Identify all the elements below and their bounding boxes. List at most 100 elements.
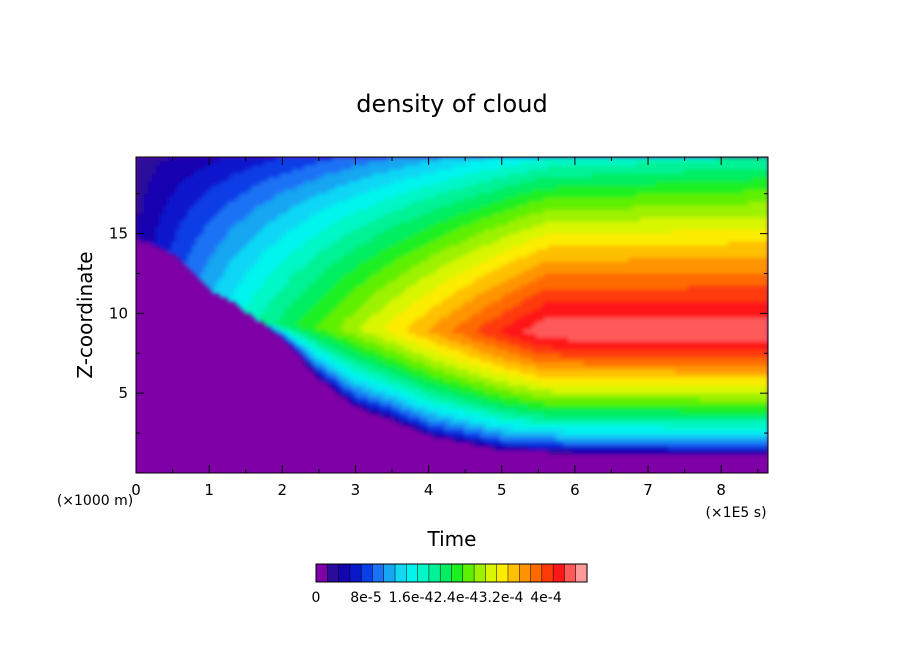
contour-cell: [456, 409, 461, 414]
contour-cell: [516, 313, 521, 318]
contour-cell: [504, 185, 509, 190]
contour-cell: [368, 261, 373, 266]
contour-cell: [364, 285, 369, 290]
contour-cell: [264, 193, 269, 198]
contour-cell: [436, 173, 441, 178]
contour-cell: [236, 245, 241, 250]
contour-cell: [204, 197, 209, 202]
contour-cell: [452, 257, 457, 262]
contour-cell: [180, 217, 185, 222]
contour-cell: [316, 333, 321, 338]
contour-cell: [376, 177, 381, 182]
contour-cell: [488, 317, 493, 322]
contour-cell: [508, 213, 513, 218]
contour-cell: [464, 437, 469, 442]
contour-cell: [204, 205, 209, 210]
contour-cell: [316, 209, 321, 214]
contour-cell: [440, 249, 445, 254]
contour-cell: [276, 217, 281, 222]
contour-cell: [444, 293, 449, 298]
contour-cell: [508, 217, 513, 222]
contour-cell: [220, 177, 225, 182]
contour-cell: [300, 169, 305, 174]
contour-cell: [468, 169, 473, 174]
contour-cell: [324, 237, 329, 242]
contour-cell: [184, 173, 189, 178]
contour-cell: [492, 229, 497, 234]
contour-cell: [348, 329, 353, 334]
contour-cell: [328, 193, 333, 198]
contour-cell: [156, 201, 161, 206]
contour-cell: [448, 385, 453, 390]
contour-cell: [336, 169, 341, 174]
contour-cell: [400, 217, 405, 222]
contour-cell: [236, 237, 241, 242]
contour-cell: [320, 305, 325, 310]
contour-cell: [456, 241, 461, 246]
contour-cell: [164, 205, 169, 210]
contour-cell: [488, 213, 493, 218]
contour-cell: [328, 173, 333, 178]
contour-cell: [324, 377, 329, 382]
contour-cell: [140, 157, 145, 162]
contour-cell: [464, 173, 469, 178]
contour-cell: [332, 373, 337, 378]
contour-cell: [232, 245, 237, 250]
contour-cell: [440, 269, 445, 274]
contour-cell: [188, 241, 193, 246]
contour-cell: [364, 373, 369, 378]
contour-cell: [240, 209, 245, 214]
contour-cell: [456, 401, 461, 406]
contour-cell: [236, 161, 241, 166]
contour-cell: [220, 245, 225, 250]
contour-cell: [352, 289, 357, 294]
contour-cell: [364, 357, 369, 362]
contour-cell: [480, 301, 485, 306]
contour-cell: [268, 261, 273, 266]
contour-cell: [144, 189, 149, 194]
contour-cell: [364, 289, 369, 294]
contour-cell: [436, 373, 441, 378]
contour-cell: [408, 285, 413, 290]
contour-cell: [292, 217, 297, 222]
contour-cell: [276, 201, 281, 206]
contour-cell: [336, 329, 341, 334]
contour-cell: [428, 189, 433, 194]
contour-cell: [168, 169, 173, 174]
contour-cell: [352, 381, 357, 386]
contour-cell: [388, 349, 393, 354]
contour-cell: [432, 217, 437, 222]
contour-cell: [336, 293, 341, 298]
contour-cell: [396, 177, 401, 182]
contour-cell: [428, 157, 433, 162]
contour-cell: [476, 369, 481, 374]
contour-cell: [204, 177, 209, 182]
contour-cell: [472, 269, 477, 274]
contour-cell: [296, 305, 301, 310]
contour-cell: [360, 157, 365, 162]
contour-cell: [516, 361, 521, 366]
contour-cell: [464, 385, 469, 390]
contour-cell: [488, 321, 493, 326]
contour-cell: [408, 293, 413, 298]
contour-cell: [420, 277, 425, 282]
contour-cell: [484, 397, 489, 402]
contour-cell: [376, 353, 381, 358]
contour-cell: [384, 293, 389, 298]
contour-cell: [368, 249, 373, 254]
contour-cell: [432, 417, 437, 422]
contour-cell: [436, 353, 441, 358]
contour-cell: [408, 281, 413, 286]
contour-cell: [272, 253, 277, 258]
contour-cell: [472, 333, 477, 338]
contour-cell: [424, 273, 429, 278]
contour-cell: [512, 381, 517, 386]
contour-cell: [412, 217, 417, 222]
contour-cell: [288, 297, 293, 302]
contour-cell: [480, 233, 485, 238]
contour-cell: [324, 345, 329, 350]
contour-cell: [368, 341, 373, 346]
contour-cell: [460, 425, 465, 430]
contour-cell: [456, 321, 461, 326]
contour-cell: [456, 161, 461, 166]
